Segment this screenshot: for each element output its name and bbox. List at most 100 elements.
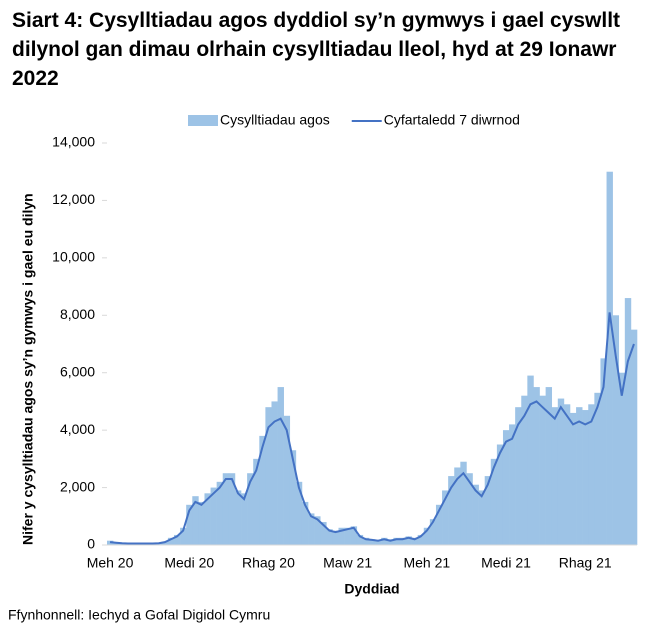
y-tick-label: 10,000 xyxy=(52,249,95,265)
bar xyxy=(375,539,382,545)
bar xyxy=(295,481,303,545)
legend-label: Cyfartaledd 7 diwrnod xyxy=(384,112,520,128)
bar xyxy=(283,415,291,545)
bar xyxy=(527,375,534,545)
bar xyxy=(600,358,607,545)
bar xyxy=(332,530,339,545)
bar xyxy=(624,298,632,545)
legend-swatch xyxy=(188,115,218,126)
bar xyxy=(368,539,376,545)
bar xyxy=(362,537,370,545)
bar xyxy=(234,490,242,545)
bar xyxy=(216,481,224,545)
bar xyxy=(569,412,577,545)
bar xyxy=(167,537,175,545)
chart-title: Siart 4: Cysylltiadau agos dyddiol sy’n … xyxy=(12,9,621,90)
bar xyxy=(557,398,565,545)
source: Ffynhonnell: Iechyd a Gofal Digidol Cymr… xyxy=(8,607,270,623)
bar xyxy=(472,484,479,545)
x-tick-label: Medi 21 xyxy=(481,555,531,571)
bar xyxy=(271,401,278,545)
bar xyxy=(435,504,443,545)
y-tick-label: 8,000 xyxy=(60,306,95,322)
bar xyxy=(405,536,412,545)
bar xyxy=(466,473,473,545)
x-tick-label: Rhag 20 xyxy=(242,555,295,571)
bar xyxy=(265,407,272,545)
bar xyxy=(429,519,437,545)
bar xyxy=(314,516,321,545)
bar xyxy=(533,387,540,545)
y-tick-label: 12,000 xyxy=(52,191,95,207)
bar xyxy=(356,534,364,545)
bar xyxy=(259,435,266,545)
bar xyxy=(222,473,230,545)
x-tick-label: Medi 20 xyxy=(164,555,214,571)
bar xyxy=(576,407,583,545)
y-axis-label: Nifer y cysylltiadau agos sy’n gymwys i … xyxy=(19,193,36,545)
bar xyxy=(594,392,601,545)
y-tick-label: 6,000 xyxy=(60,363,95,379)
bar xyxy=(253,458,260,545)
y-tick-label: 14,000 xyxy=(52,134,95,150)
bar xyxy=(350,526,358,545)
bar xyxy=(539,395,546,545)
bar xyxy=(210,487,217,545)
bar xyxy=(247,473,254,545)
bar xyxy=(630,329,638,545)
bar xyxy=(551,407,559,545)
bar xyxy=(582,410,589,545)
bar xyxy=(509,424,516,545)
bar xyxy=(545,387,553,545)
bar xyxy=(192,496,199,545)
y-tick-label: 2,000 xyxy=(60,478,95,494)
bar xyxy=(563,404,571,545)
bar xyxy=(338,527,345,545)
x-axis-label: Dyddiad xyxy=(344,581,399,597)
bar xyxy=(277,387,284,545)
bar xyxy=(454,467,461,545)
bar xyxy=(301,501,309,545)
bar xyxy=(387,539,394,545)
bar xyxy=(423,527,431,545)
bar xyxy=(320,522,327,545)
bar xyxy=(478,490,486,545)
bar xyxy=(612,315,620,545)
bar xyxy=(186,504,193,545)
bar xyxy=(442,490,449,545)
bar xyxy=(161,541,169,545)
bar xyxy=(174,534,181,545)
line xyxy=(109,312,635,545)
bar xyxy=(326,529,333,545)
bar xyxy=(515,407,522,545)
bar xyxy=(490,458,498,545)
legend-label: Cysylltiadau agos xyxy=(220,112,330,128)
bar xyxy=(606,171,613,545)
bar xyxy=(241,493,248,545)
bar xyxy=(448,476,455,545)
bar xyxy=(289,450,297,545)
bar xyxy=(484,476,492,545)
bar xyxy=(198,501,205,545)
bar xyxy=(496,444,504,545)
bar xyxy=(344,527,351,545)
bar xyxy=(417,534,425,545)
bar xyxy=(411,537,418,545)
bar xyxy=(204,493,211,545)
y-tick-label: 4,000 xyxy=(60,421,95,437)
bar xyxy=(502,430,510,545)
x-tick-label: Meh 21 xyxy=(403,555,450,571)
x-tick-label: Rhag 21 xyxy=(559,555,612,571)
x-tick-label: Meh 20 xyxy=(87,555,134,571)
bar xyxy=(588,404,595,545)
bar xyxy=(460,461,467,545)
x-tick-label: Maw 21 xyxy=(323,555,372,571)
bar xyxy=(521,395,528,545)
y-tick-label: 0 xyxy=(87,536,95,552)
bar xyxy=(399,537,406,545)
bar xyxy=(393,537,400,545)
bar xyxy=(180,527,187,545)
bar xyxy=(308,513,315,545)
